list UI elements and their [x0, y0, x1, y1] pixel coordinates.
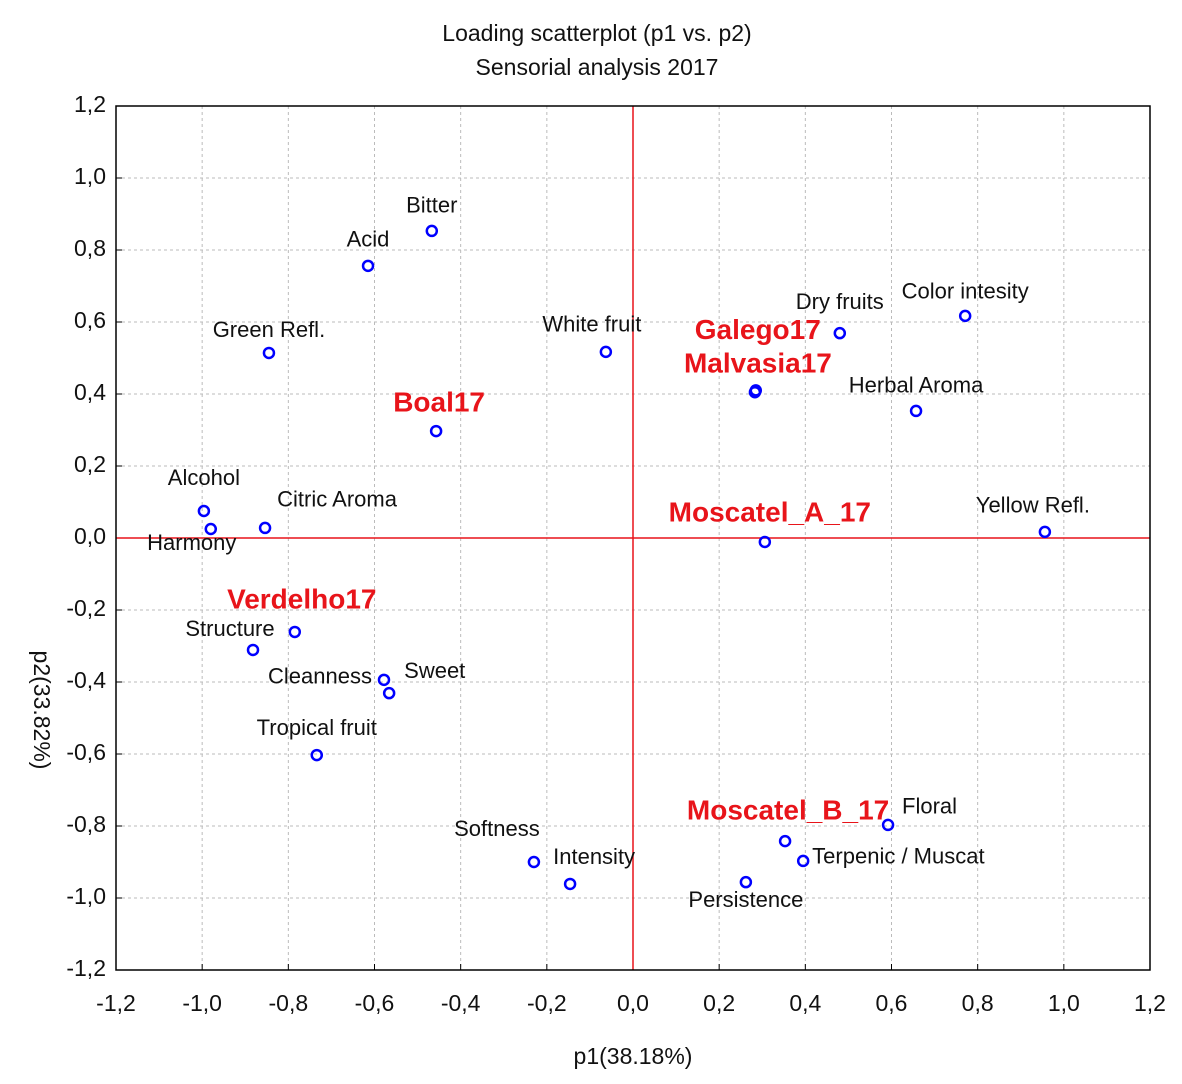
point-label: Floral	[902, 794, 957, 819]
x-tick-label: 1,0	[1048, 990, 1080, 1016]
x-tick-label: 0,4	[789, 990, 821, 1016]
point-label: White fruit	[542, 312, 641, 337]
x-tick-label: -0,8	[269, 990, 309, 1016]
x-axis-label: p1(38.18%)	[574, 1043, 693, 1069]
point-label: Tropical fruit	[257, 715, 377, 740]
point	[563, 877, 577, 891]
chart-title: Loading scatterplot (p1 vs. p2)	[442, 20, 751, 46]
y-tick-label: 0,2	[74, 451, 106, 477]
point-label: Dry fruits	[796, 289, 884, 314]
point	[796, 854, 810, 868]
point-label: Herbal Aroma	[849, 373, 984, 398]
point-label: Citric Aroma	[277, 487, 398, 512]
point-label: Alcohol	[168, 465, 240, 490]
point	[758, 535, 772, 549]
point	[909, 404, 923, 418]
point-label: Yellow Refl.	[976, 493, 1090, 518]
point	[739, 875, 753, 889]
point-label: Boal17	[393, 386, 485, 417]
x-tick-label: 0,0	[617, 990, 649, 1016]
point-label: Bitter	[406, 193, 457, 218]
point-label: Intensity	[553, 844, 635, 869]
point-label: Cleanness	[268, 664, 372, 689]
point-label: Terpenic / Muscat	[812, 844, 984, 869]
point-label: Verdelho17	[227, 583, 376, 614]
point	[382, 686, 396, 700]
x-tick-label: 1,2	[1134, 990, 1166, 1016]
y-tick-label: -1,0	[66, 883, 106, 909]
point	[429, 424, 443, 438]
point	[262, 346, 276, 360]
y-tick-label: 0,6	[74, 307, 106, 333]
y-tick-label: -0,6	[66, 739, 106, 765]
y-tick-label: 0,8	[74, 235, 106, 261]
point	[204, 522, 218, 536]
point	[197, 504, 211, 518]
point	[833, 326, 847, 340]
point	[748, 385, 762, 399]
point	[1038, 525, 1052, 539]
point	[958, 309, 972, 323]
point-label: Persistence	[688, 887, 803, 912]
point-label: Softness	[454, 816, 540, 841]
point	[361, 259, 375, 273]
x-tick-label: -1,0	[182, 990, 222, 1016]
point	[310, 748, 324, 762]
x-tick-label: -0,2	[527, 990, 567, 1016]
point-label: Structure	[185, 616, 274, 641]
point-label: Moscatel_A_17	[669, 496, 871, 527]
x-tick-label: -0,6	[355, 990, 395, 1016]
point-label: Galego17	[695, 314, 821, 345]
point	[527, 855, 541, 869]
point	[425, 224, 439, 238]
x-tick-label: -0,4	[441, 990, 481, 1016]
y-axis-label: p2(33.82%)	[29, 651, 55, 770]
point	[599, 345, 613, 359]
point-label: Harmony	[147, 530, 236, 555]
y-tick-label: 0,4	[74, 379, 106, 405]
y-tick-label: -0,8	[66, 811, 106, 837]
y-tick-label: 0,0	[74, 523, 106, 549]
point-label: Moscatel_B_17	[687, 795, 889, 826]
y-tick-label: 1,0	[74, 163, 106, 189]
point-label: Color intesity	[902, 279, 1029, 304]
point	[288, 625, 302, 639]
point-label: Acid	[347, 227, 390, 252]
x-tick-label: 0,6	[876, 990, 908, 1016]
y-tick-label: 1,2	[74, 91, 106, 117]
plot-frame	[115, 105, 1151, 971]
point-label: Sweet	[404, 658, 465, 683]
point-label: Malvasia17	[684, 348, 832, 379]
point	[881, 818, 895, 832]
x-tick-label: 0,8	[962, 990, 994, 1016]
point	[246, 643, 260, 657]
y-tick-label: -1,2	[66, 955, 106, 981]
point	[778, 834, 792, 848]
point	[377, 673, 391, 687]
x-tick-label: -1,2	[96, 990, 136, 1016]
x-tick-label: 0,2	[703, 990, 735, 1016]
chart-subtitle: Sensorial analysis 2017	[476, 54, 719, 80]
point	[258, 521, 272, 535]
y-tick-label: -0,4	[66, 667, 106, 693]
point-label: Green Refl.	[213, 317, 326, 342]
y-tick-label: -0,2	[66, 595, 106, 621]
